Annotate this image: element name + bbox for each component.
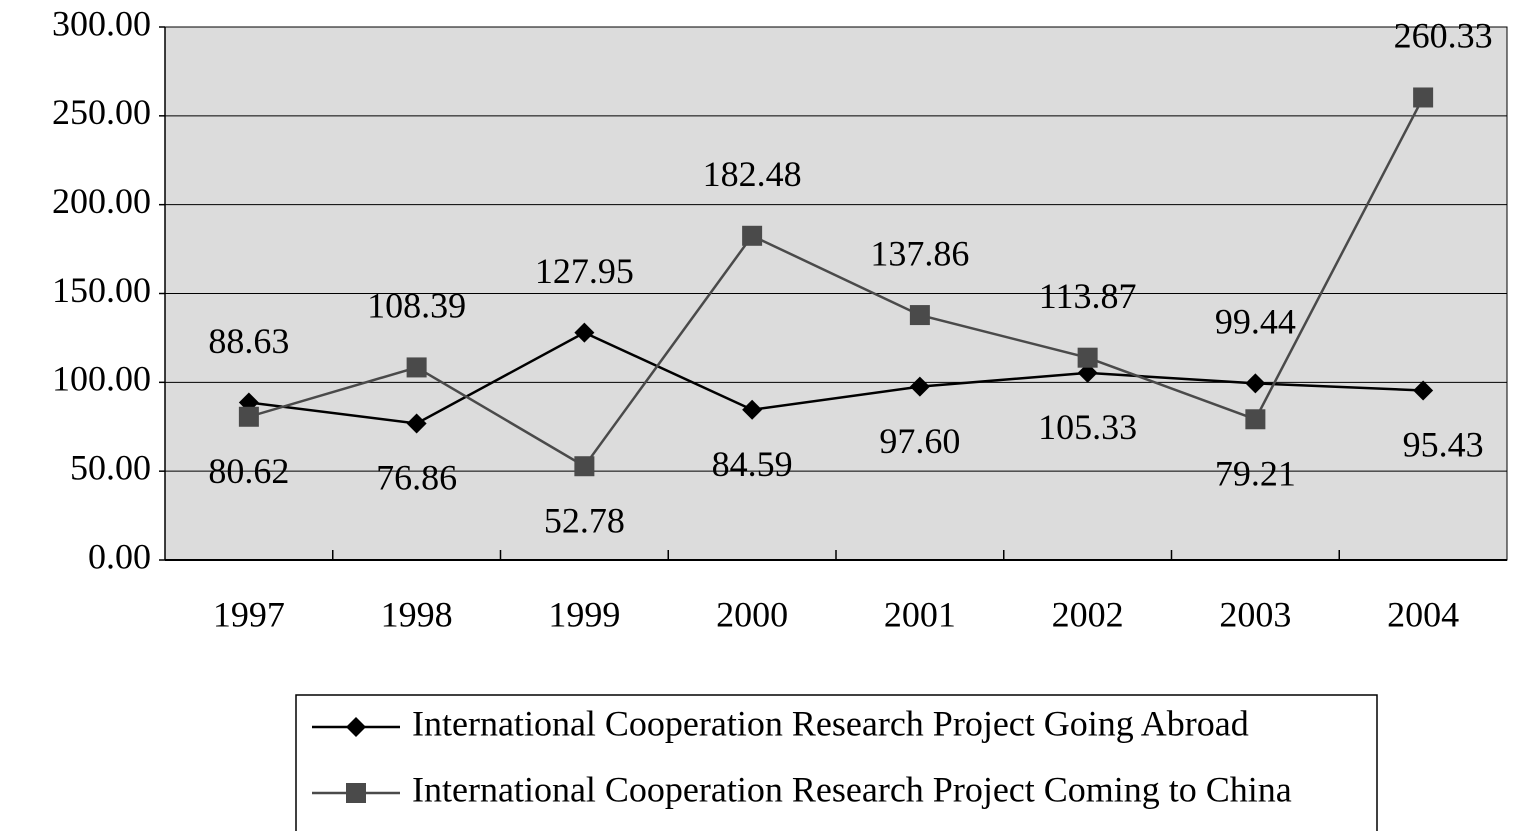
data-label: 88.63 (208, 321, 289, 361)
series-line (248, 96, 1425, 468)
diamond-marker (1245, 373, 1266, 394)
square-marker (238, 406, 259, 427)
square-marker (742, 225, 763, 246)
diamond-marker (742, 399, 763, 420)
data-label: 260.33 (1394, 16, 1493, 56)
data-label: 80.62 (208, 451, 289, 491)
x-tick-label: 2003 (1219, 594, 1291, 634)
data-label: 76.86 (376, 458, 457, 498)
x-tick-label: 2002 (1052, 594, 1124, 634)
x-tick-label: 1997 (213, 594, 285, 634)
data-label: 97.60 (879, 421, 960, 461)
x-tick-label: 1998 (381, 594, 453, 634)
y-tick-label: 200.00 (52, 181, 151, 221)
square-marker (574, 456, 595, 477)
data-label: 127.95 (535, 251, 634, 291)
square-marker (406, 357, 427, 378)
legend-label: International Cooperation Research Proje… (412, 769, 1292, 809)
data-label: 113.87 (1039, 276, 1137, 316)
y-tick-label: 150.00 (52, 270, 151, 310)
x-tick-label: 2001 (884, 594, 956, 634)
y-tick-label: 50.00 (70, 447, 151, 487)
x-tick-label: 2004 (1387, 594, 1459, 634)
data-label: 79.21 (1215, 454, 1296, 494)
x-tick-label: 1999 (548, 594, 620, 634)
y-tick-label: 250.00 (52, 92, 151, 132)
data-label: 95.43 (1403, 425, 1484, 465)
legend-box (295, 694, 1378, 831)
data-label: 105.33 (1038, 407, 1137, 447)
square-marker (909, 305, 930, 326)
y-tick-label: 100.00 (52, 359, 151, 399)
data-label: 108.39 (367, 286, 466, 326)
data-label: 137.86 (870, 233, 969, 273)
diamond-marker (574, 322, 595, 343)
y-tick-label: 300.00 (52, 3, 151, 43)
series-line (248, 331, 1424, 425)
diamond-marker (909, 376, 930, 397)
square-marker (1413, 87, 1434, 108)
legend-label: International Cooperation Research Proje… (412, 703, 1249, 743)
square-marker (1245, 409, 1266, 430)
diamond-marker (406, 413, 427, 434)
data-label: 182.48 (703, 154, 802, 194)
square-marker (346, 783, 366, 803)
diamond-marker (1077, 362, 1098, 383)
square-marker (1077, 347, 1098, 368)
y-tick-label: 0.00 (88, 536, 151, 576)
data-label: 84.59 (712, 444, 793, 484)
x-tick-label: 2000 (716, 594, 788, 634)
diamond-marker (346, 717, 366, 737)
diamond-marker (1413, 380, 1434, 401)
data-label: 52.78 (544, 500, 625, 540)
data-label: 99.44 (1215, 302, 1296, 342)
